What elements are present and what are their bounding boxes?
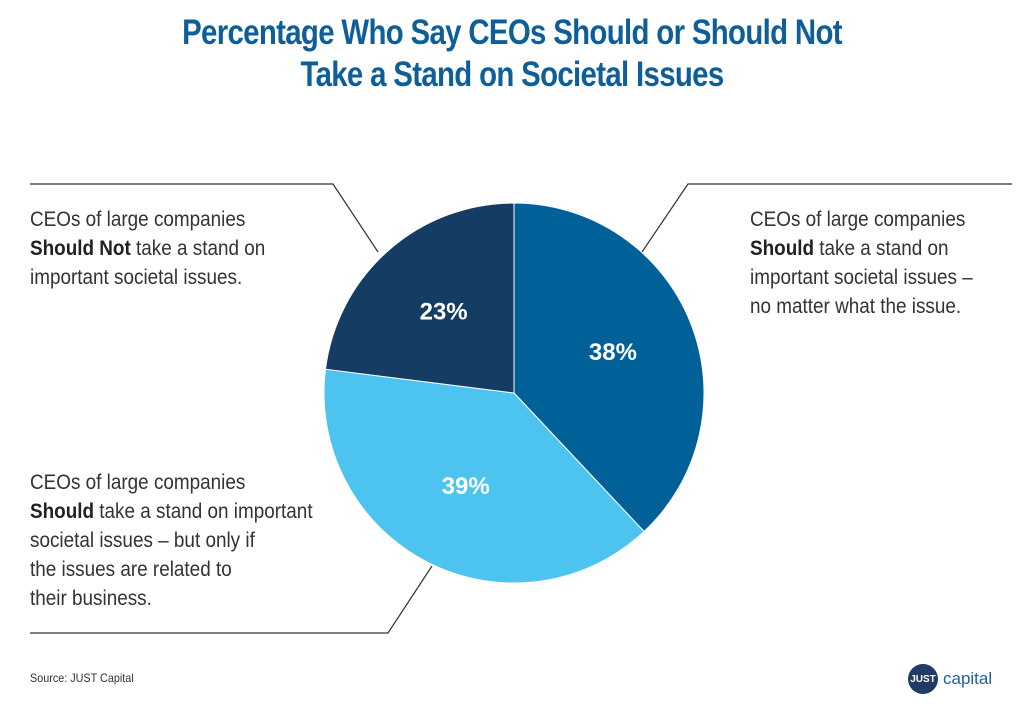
pie-slices — [323, 202, 705, 584]
slice-should-not — [324, 202, 515, 394]
legend-should-line-3: important societal issues – — [750, 266, 973, 289]
leader-line-should — [641, 183, 1012, 253]
legend-should-rest: take a stand on — [814, 237, 949, 260]
legend-related-line-5: their business. — [30, 587, 152, 610]
legend-should-line-1: CEOs of large companies — [750, 208, 966, 231]
slice-should-if-related — [323, 368, 645, 584]
leader-line-should-if-related — [30, 565, 433, 634]
legend-related-line-1: CEOs of large companies — [30, 471, 246, 494]
legend-should-bold: Should — [750, 237, 815, 260]
legend-related-line-3: societal issues – but only if — [30, 529, 255, 552]
legend-should-not-bold: Should Not — [30, 237, 131, 260]
logo-badge: JUST — [908, 664, 938, 694]
legend-should-not-line-3: important societal issues. — [30, 266, 243, 289]
legend-should-not-rest: take a stand on — [130, 237, 266, 260]
slice-should — [513, 202, 705, 533]
slice-should-if-related-value-label: 39% — [442, 473, 490, 500]
legend-should-not: CEOs of large companies Should Not take … — [30, 205, 265, 292]
logo-word: capital — [943, 669, 993, 688]
legend-should: CEOs of large companies Should take a st… — [750, 205, 973, 321]
slice-should-not-value-label: 23% — [420, 299, 468, 326]
legend-related-line-4: the issues are related to — [30, 558, 232, 581]
title-line-2: Take a Stand on Societal Issues — [300, 55, 724, 94]
legend-should-if-related: CEOs of large companies Should take a st… — [30, 468, 313, 613]
title-line-1: Percentage Who Say CEOs Should or Should… — [182, 13, 842, 52]
leader-lines — [30, 183, 1012, 634]
leader-line-should-not — [30, 183, 379, 253]
source-note: Source: JUST Capital — [30, 671, 134, 685]
just-capital-logo: JUST capital — [908, 664, 992, 694]
chart-title: Percentage Who Say CEOs Should or Should… — [82, 12, 942, 96]
slice-labels: 38% 39% 23% — [420, 299, 637, 501]
legend-related-bold: Should — [30, 500, 95, 523]
legend-should-line-4: no matter what the issue. — [750, 295, 962, 318]
slice-should-value-label: 38% — [589, 339, 637, 366]
legend-related-rest: take a stand on important — [94, 500, 313, 523]
legend-should-not-line-1: CEOs of large companies — [30, 208, 246, 231]
